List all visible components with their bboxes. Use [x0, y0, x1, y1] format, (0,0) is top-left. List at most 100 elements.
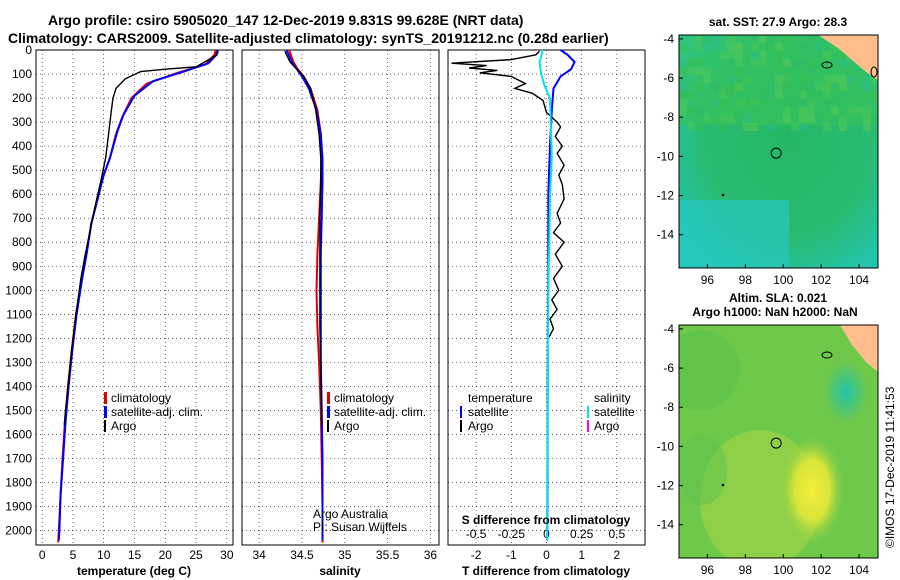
- legend-label-t-argo: Argo: [468, 419, 494, 433]
- sst-pixel: [863, 115, 871, 123]
- sst-pixel: [799, 123, 807, 131]
- longitude-tick-label: 98: [739, 273, 753, 287]
- sst-pixel: [727, 59, 735, 67]
- depth-tick-label: 1200: [5, 331, 32, 345]
- sst-pixel: [815, 83, 823, 91]
- legend-swatch-argo: [104, 420, 106, 432]
- sst-pixel: [823, 123, 831, 131]
- sst-pixel: [711, 35, 719, 43]
- depth-tick-label: 0: [25, 43, 32, 57]
- sst-pixel: [695, 43, 703, 51]
- longitude-tick-label: 100: [773, 273, 793, 287]
- sst-pixel: [767, 43, 775, 51]
- sst-pixel: [751, 99, 759, 107]
- sst-pixel: [735, 59, 743, 67]
- legend-label-climatology: climatology: [111, 391, 171, 405]
- sst-map-title: sat. SST: 27.9 Argo: 28.3: [709, 15, 848, 29]
- depth-tick-label: 900: [12, 259, 32, 273]
- sst-pixel: [775, 91, 783, 99]
- x-tick-label: 0: [543, 548, 550, 562]
- sst-pixel: [679, 107, 687, 115]
- sla-high-eddy: [780, 435, 844, 545]
- longitude-tick-label: 104: [849, 563, 869, 577]
- sst-pixel: [719, 123, 727, 131]
- sst-pixel: [735, 123, 743, 131]
- latitude-tick-label: -10: [657, 439, 675, 453]
- sst-pixel: [807, 59, 815, 67]
- s-difference-xlabel: S difference from climatology: [462, 513, 631, 527]
- sst-pixel: [679, 99, 687, 107]
- difference-legend: temperature satellite Argo salinity sate…: [460, 391, 635, 433]
- map-tick-labels: 96 98 100 102 104 -4 -6 -8 -10 -12 -14 96 98 100 102 10…: [657, 32, 870, 577]
- sst-pixel: [735, 67, 743, 75]
- x-tick-label: 10: [97, 548, 111, 562]
- x-tick-label: 1: [578, 548, 585, 562]
- sst-pixel: [839, 59, 847, 67]
- depth-tick-label: 200: [12, 91, 32, 105]
- sst-pixel: [719, 115, 727, 123]
- sst-pixel: [735, 83, 743, 91]
- sst-pixel: [847, 75, 855, 83]
- depth-tick-label: 1300: [5, 355, 32, 369]
- longitude-tick-label: 100: [773, 563, 793, 577]
- sla-low-patch: [679, 435, 727, 505]
- sumatra-land: [818, 35, 878, 80]
- sst-pixel: [791, 59, 799, 67]
- sst-pixel: [759, 51, 767, 59]
- depth-tick-label: 600: [12, 187, 32, 201]
- latitude-tick-label: -14: [657, 228, 675, 242]
- sst-pixel: [839, 123, 847, 131]
- x-tick-label: 35.5: [376, 548, 400, 562]
- sumatra-land: [840, 325, 878, 372]
- sst-pixel: [727, 75, 735, 83]
- sst-pixel: [807, 115, 815, 123]
- sst-pixel: [871, 123, 878, 131]
- legend-swatch-argo: [327, 420, 329, 432]
- sla-low-patch: [679, 330, 740, 410]
- depth-tick-label: 1900: [5, 500, 32, 514]
- sst-pixel: [791, 123, 799, 131]
- sst-pixel: [751, 35, 759, 43]
- sst-pixel: [863, 83, 871, 91]
- legend-label-climatology: climatology: [334, 391, 394, 405]
- x-tick-label: 30: [220, 548, 234, 562]
- sst-pixel: [735, 99, 743, 107]
- island-outline: [821, 351, 833, 359]
- sst-pixel: [727, 107, 735, 115]
- imos-timestamp: ©IMOS 17-Dec-2019 11:41:53: [883, 386, 897, 548]
- depth-tick-label: 2000: [5, 524, 32, 538]
- depth-tick-label: 1400: [5, 379, 32, 393]
- sst-pixel: [727, 91, 735, 99]
- sst-pixel: [783, 107, 791, 115]
- credit-line2: PI: Susan Wijffels: [313, 520, 407, 534]
- sst-pixel: [855, 99, 863, 107]
- legend-label-satellite: satellite-adj. clim.: [111, 405, 203, 419]
- series-line-satellite-adj-clim-: [57, 49, 219, 541]
- sst-pixel: [807, 107, 815, 115]
- sst-pixel: [695, 83, 703, 91]
- sst-pixel: [743, 123, 751, 131]
- sst-pixel: [687, 107, 695, 115]
- sla-low-eddy: [824, 362, 868, 422]
- x-tick-label: 36: [424, 548, 438, 562]
- legend-swatch-satellite: [104, 406, 107, 418]
- sst-pixel: [695, 67, 703, 75]
- sst-pixel: [823, 91, 831, 99]
- sst-pixel: [775, 75, 783, 83]
- x-tick-label: -2: [471, 548, 482, 562]
- legend-swatch-climatology: [104, 392, 107, 404]
- sst-pixel: [743, 115, 751, 123]
- sst-pixel: [815, 115, 823, 123]
- legend-label-argo: Argo: [111, 419, 137, 433]
- depth-tick-label: 1000: [5, 283, 32, 297]
- sst-pixel: [703, 115, 711, 123]
- sst-pixel: [831, 115, 839, 123]
- sst-pixel: [863, 107, 871, 115]
- longitude-tick-label: 98: [739, 563, 753, 577]
- x-tick-label: 25: [189, 548, 203, 562]
- figure-title-line1: Argo profile: csiro 5905020_147 12-Dec-2…: [48, 12, 523, 28]
- legend-label-s-satellite: satellite: [594, 405, 635, 419]
- temperature-legend: climatology satellite-adj. clim. Argo: [104, 391, 203, 433]
- latitude-tick-label: -14: [657, 518, 675, 532]
- sst-pixel: [719, 91, 727, 99]
